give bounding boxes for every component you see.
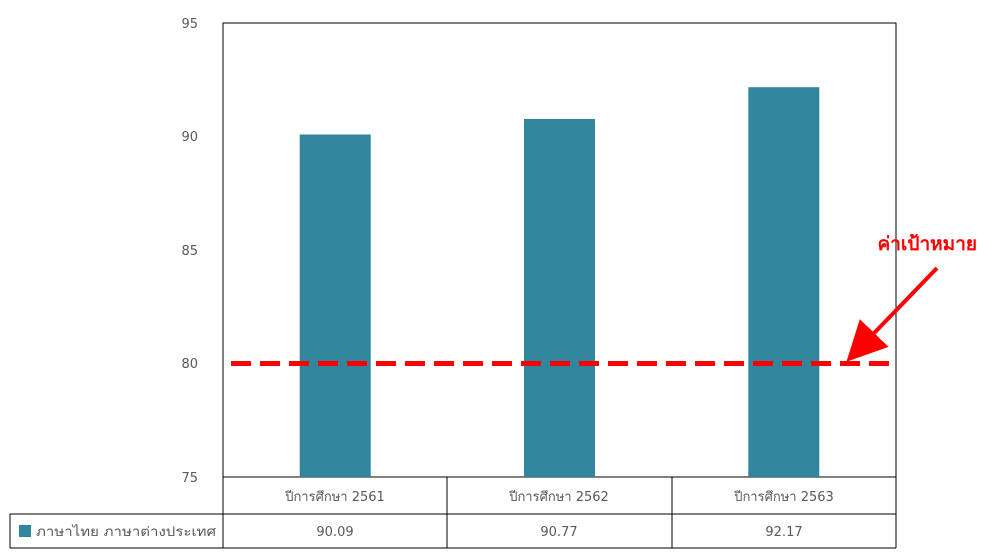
bar xyxy=(299,134,371,477)
bar xyxy=(748,87,820,477)
x-tick-label: ปีการศึกษา 2563 xyxy=(733,489,834,505)
legend-key xyxy=(19,525,31,537)
y-tick-label: 75 xyxy=(181,471,198,486)
target-label: ค่าเป้าหมาย xyxy=(878,233,977,255)
y-tick-label: 90 xyxy=(181,130,198,145)
y-tick-label: 80 xyxy=(181,357,198,372)
y-axis: 75 80 85 90 95 xyxy=(181,17,198,486)
x-tick-label: ปีการศึกษา 2561 xyxy=(284,489,385,505)
data-label: 90.77 xyxy=(540,525,577,540)
data-label: 90.09 xyxy=(316,525,353,540)
legend-label: ภาษาไทย ภาษาต่างประเทศ xyxy=(36,524,217,540)
data-label: 92.17 xyxy=(765,525,802,540)
y-tick-label: 85 xyxy=(181,244,198,259)
bar-series xyxy=(299,87,820,477)
y-tick-label: 95 xyxy=(181,17,198,32)
data-table xyxy=(9,477,897,549)
target-arrow xyxy=(846,266,939,362)
bar xyxy=(524,119,595,477)
x-tick-label: ปีการศึกษา 2562 xyxy=(508,489,609,505)
